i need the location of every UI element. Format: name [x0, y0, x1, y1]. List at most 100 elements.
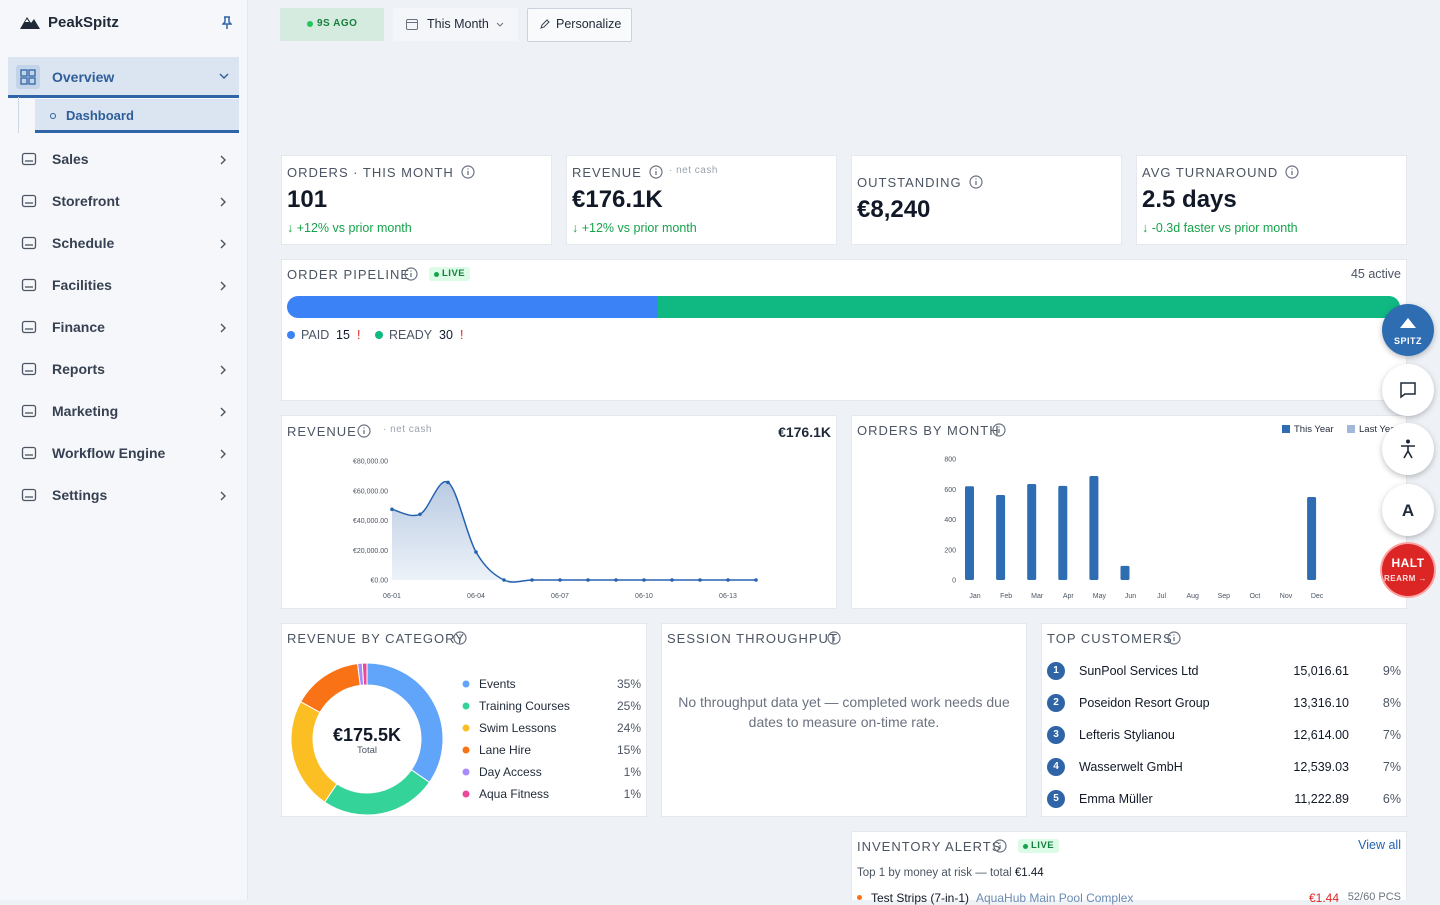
nav-label nav: Sales	[52, 151, 89, 167]
bar	[965, 486, 974, 580]
inventory-card	[851, 831, 1407, 900]
point	[726, 578, 730, 582]
legend-value: 1%	[624, 765, 642, 779]
nav-label nav: Facilities	[52, 277, 112, 293]
pipeline-segment	[658, 296, 1400, 318]
point	[446, 480, 450, 485]
card-title: REVENUE BY CATEGORY	[287, 631, 465, 646]
card-title: TOP CUSTOMERS	[1047, 631, 1173, 646]
info-circle	[453, 631, 467, 645]
revenue-card	[281, 415, 837, 609]
tree-line	[18, 97, 19, 133]
brand-name: PeakSpitz	[48, 14, 119, 31]
halt-button[interactable]	[1382, 544, 1434, 596]
personalize-button[interactable]	[527, 8, 632, 42]
card-title: INVENTORY ALERTS	[857, 839, 1002, 854]
nav-label nav: Finance	[52, 319, 105, 335]
nav-icon	[21, 152, 37, 166]
font-button[interactable]	[1382, 484, 1434, 536]
halt-label: HALT	[1391, 556, 1425, 570]
nav-icon	[21, 488, 37, 502]
center-label: Total	[357, 745, 377, 756]
kpi-note: · net cash	[669, 165, 718, 176]
refresh-status[interactable]	[280, 8, 384, 41]
point	[418, 512, 422, 517]
info-circle	[993, 839, 1007, 853]
x-tick-label: May	[1093, 593, 1107, 600]
pipeline-segment	[287, 296, 658, 318]
personalize-label: Personalize	[556, 17, 622, 31]
customer-name: Wasserwelt GmbH	[1079, 760, 1183, 774]
legend-swatch	[1282, 425, 1290, 433]
card-title: SESSION THROUGHPUT	[667, 631, 838, 646]
customer-amount: 12,539.03	[1293, 760, 1349, 774]
chevron-right	[220, 281, 226, 291]
x-tick-label: 06-04	[467, 593, 485, 600]
x-tick-label: Sep	[1218, 593, 1231, 600]
sidebar: PeakSpitz Overview Dashboard Sales Storef…	[0, 0, 248, 900]
nav-dashboard[interactable]	[35, 99, 239, 133]
legend-swatch	[1347, 425, 1355, 433]
nav-overview[interactable]	[8, 57, 239, 98]
legend-dot	[462, 680, 470, 688]
legend-dot	[462, 702, 470, 710]
x-tick-label: Jan	[969, 593, 980, 600]
x-tick-label: Apr	[1063, 593, 1075, 600]
nav-icon	[21, 278, 37, 292]
info-icon	[992, 423, 1006, 437]
nav-label nav: Workflow Engine	[52, 445, 166, 461]
category-card	[281, 623, 647, 817]
point	[754, 578, 758, 582]
chat-icon	[1400, 382, 1416, 399]
x-tick-label: Nov	[1280, 593, 1293, 600]
legend-label: Events	[479, 677, 516, 691]
status-text: 9S AGO	[317, 18, 358, 29]
nav-label nav: Settings	[52, 487, 108, 503]
customer-amount: 13,316.10	[1293, 696, 1349, 710]
period-select[interactable]	[393, 8, 518, 41]
rank-badge: 4	[1047, 758, 1065, 776]
pie-slice	[300, 663, 361, 714]
kpi-label: REVENUE	[572, 165, 642, 180]
info-icon	[404, 267, 418, 281]
y-tick-label: 400	[944, 517, 956, 524]
y-tick-label: €60,000.00	[353, 488, 388, 495]
info-icon	[357, 424, 371, 438]
pie-slice	[290, 701, 338, 803]
x-tick-label: Jun	[1125, 593, 1136, 600]
info-circle	[827, 631, 841, 645]
y-tick-label: 200	[944, 547, 956, 554]
legend-dot	[375, 331, 383, 339]
view-all-link[interactable]: View all	[1358, 838, 1401, 852]
chevron-right	[220, 491, 226, 501]
info-circle	[969, 175, 983, 189]
kpi-card	[1136, 155, 1407, 245]
kpi-delta: ↓ -0.3d faster vs prior month	[1142, 221, 1298, 235]
legend-dot	[287, 331, 295, 339]
nav-icon	[21, 404, 37, 418]
legend-dot	[462, 768, 470, 776]
legend-value: 25%	[617, 699, 641, 713]
kpi-card	[566, 155, 837, 245]
legend-label: Day Access	[479, 765, 542, 779]
chevron-down	[496, 22, 504, 27]
nav-icon	[21, 446, 37, 460]
chat-button[interactable]	[1382, 364, 1434, 416]
summary-total: €1.44	[1014, 867, 1044, 879]
kpi-card	[851, 155, 1122, 245]
chevron-down	[219, 73, 229, 79]
info-icon	[453, 631, 467, 645]
alert-dot	[857, 895, 862, 900]
card-title: ORDER PIPELINE	[287, 267, 411, 282]
chevron-right	[220, 155, 226, 165]
accessibility-icon	[1401, 439, 1415, 459]
pin-button[interactable]	[222, 16, 232, 29]
bar	[1089, 475, 1099, 580]
customer-share: 9%	[1382, 664, 1401, 678]
rank-badge: 1	[1047, 662, 1065, 680]
spitz-button[interactable]	[1382, 304, 1434, 356]
customer-share: 8%	[1382, 696, 1401, 710]
live-badge: LIVE	[1018, 839, 1060, 853]
info-icon	[649, 165, 663, 179]
